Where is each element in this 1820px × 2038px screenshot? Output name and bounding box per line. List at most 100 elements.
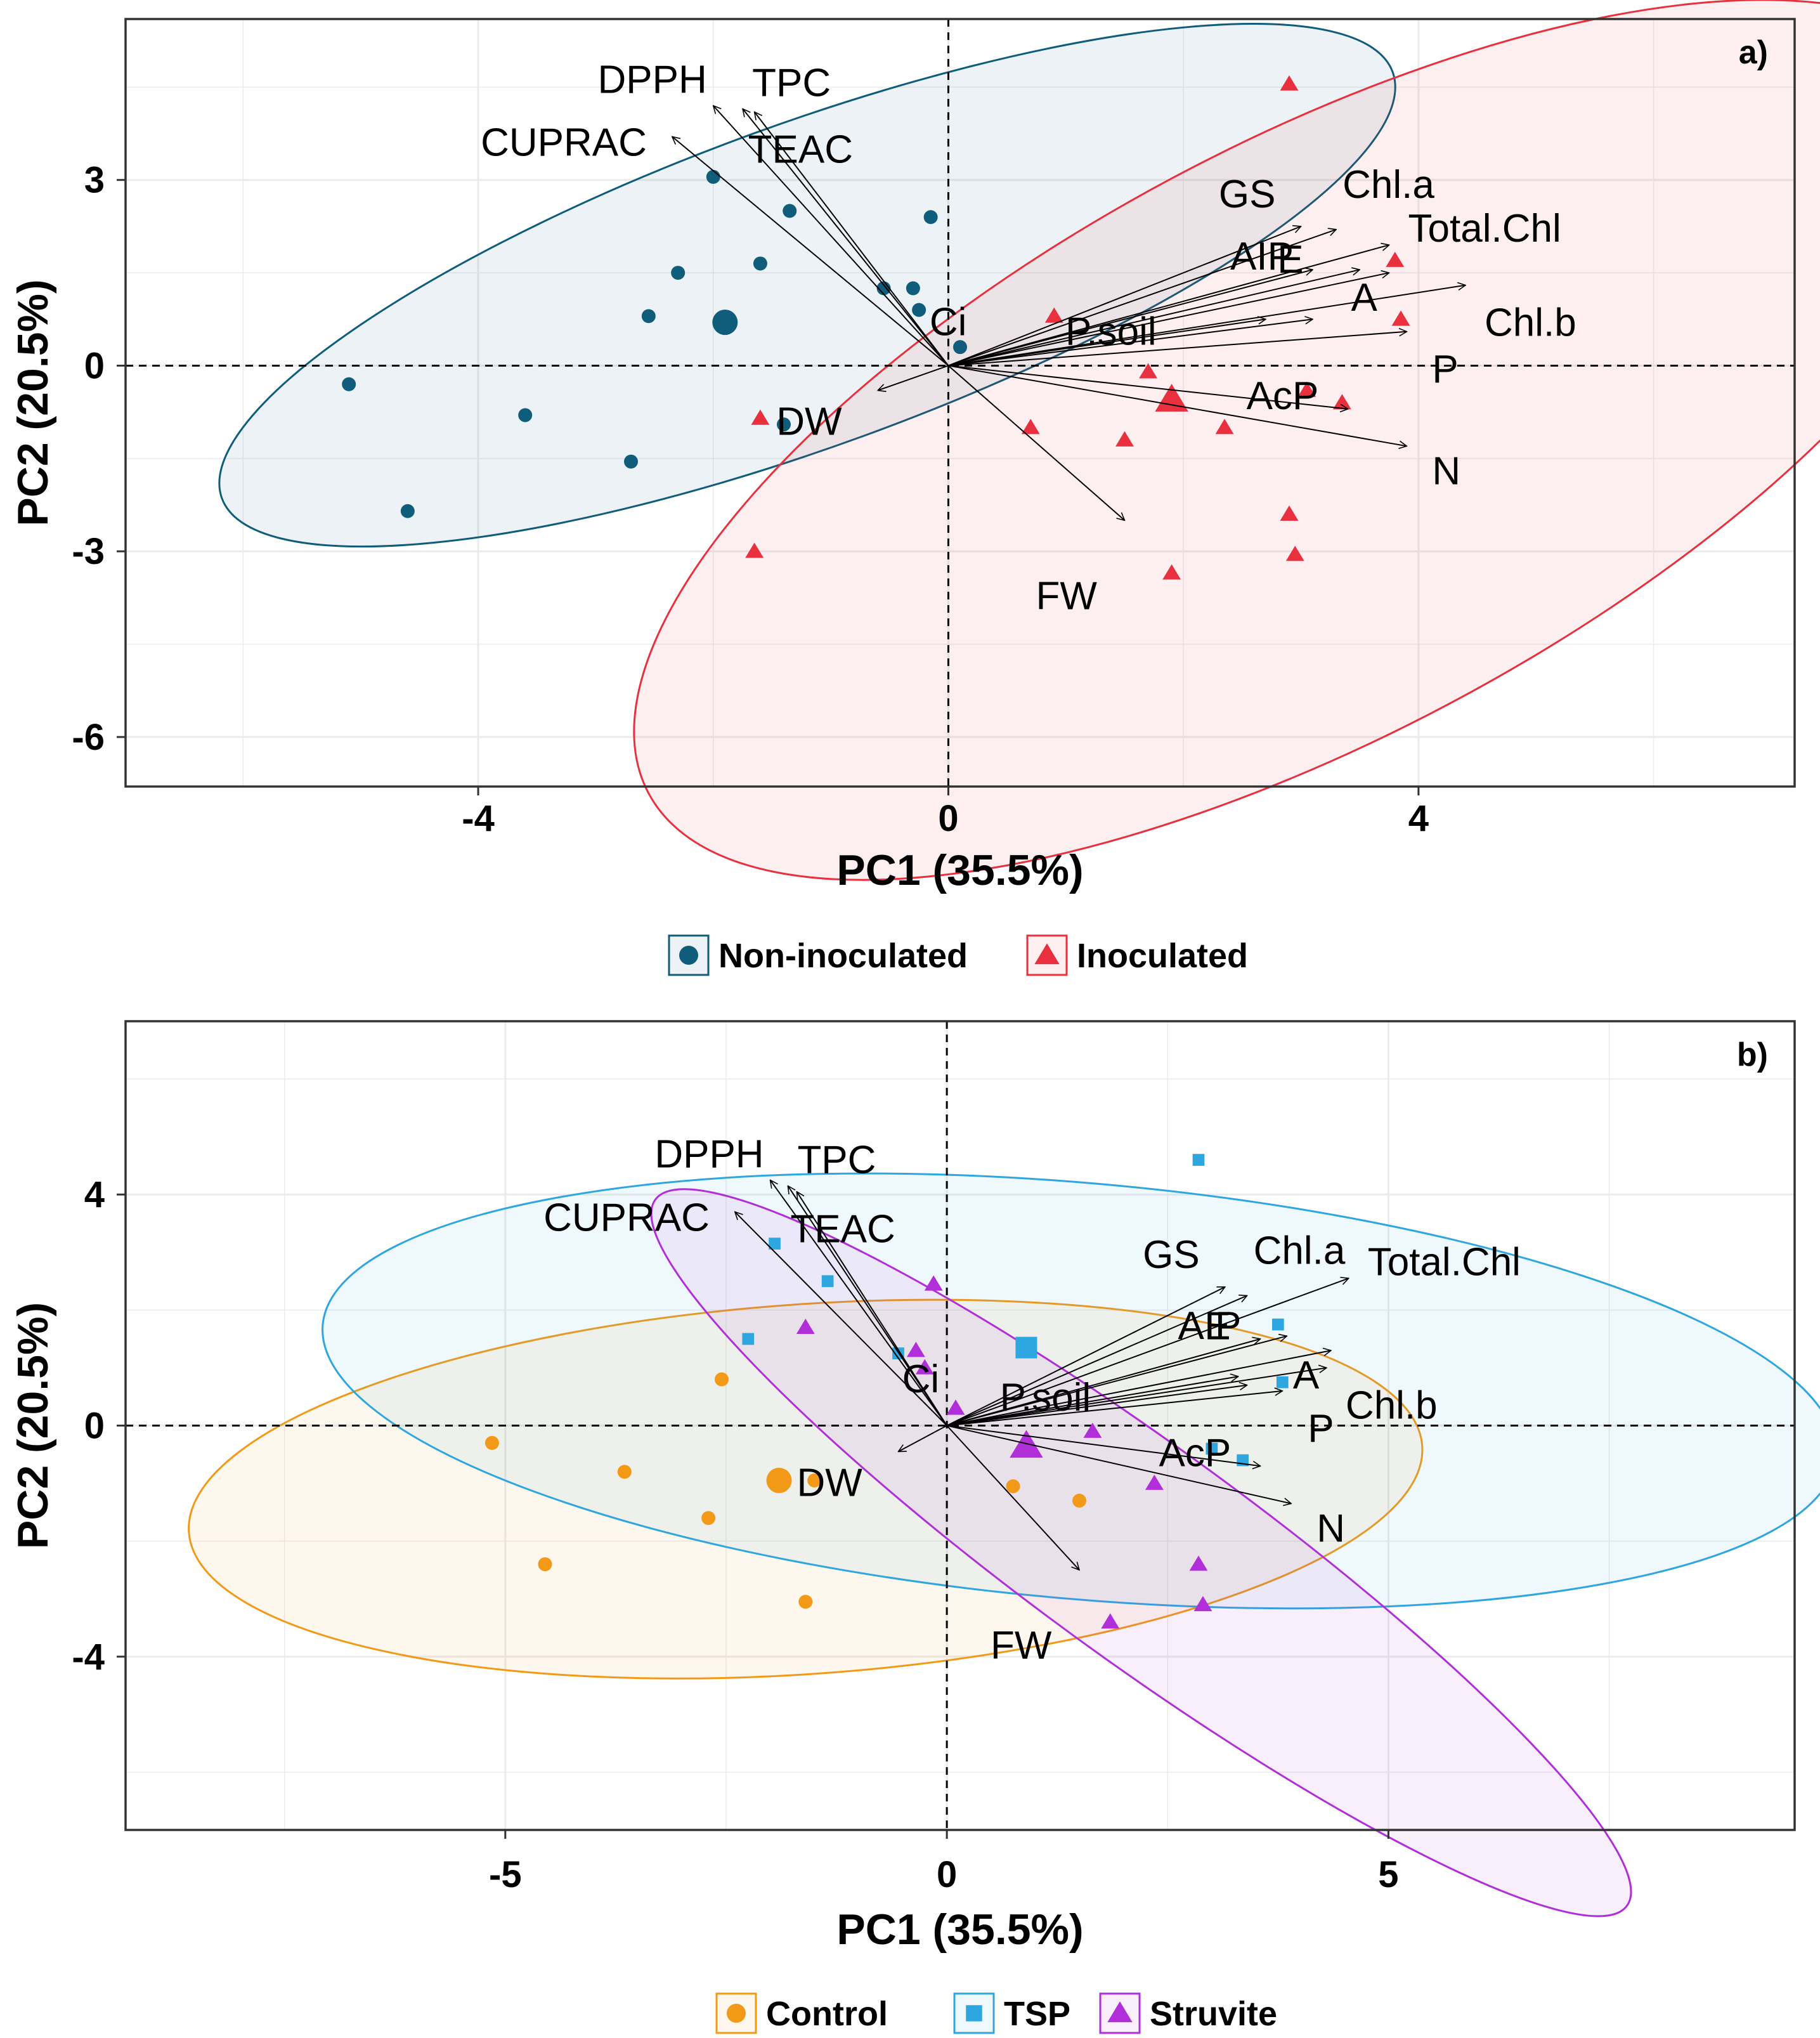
data-point [807, 1473, 822, 1488]
data-point [783, 204, 797, 218]
loading-label: FW [1036, 574, 1097, 618]
panel-label: b) [1737, 1036, 1768, 1073]
loading-label: Total.Chl [1368, 1240, 1521, 1284]
x-axis-title: PC1 (35.5%) [836, 1905, 1083, 1954]
group-centroid [1015, 1336, 1037, 1359]
loading-label: N [1316, 1506, 1345, 1550]
loading-arrow-gs [946, 1286, 1225, 1427]
y-axis-title: PC2 (20.5%) [9, 279, 57, 526]
data-point [1280, 505, 1299, 521]
x-axis-title: PC1 (35.5%) [836, 846, 1083, 894]
legend-key [668, 934, 710, 976]
legend-label: Struvite [1150, 1995, 1277, 2033]
group-centroid [712, 310, 738, 336]
loading-arrow-a [946, 1350, 1331, 1427]
data-point [798, 1595, 813, 1609]
loading-arrow-dw [899, 1425, 947, 1453]
data-point [946, 1399, 965, 1415]
loading-arrow-teac [796, 1192, 947, 1427]
loading-label: P.soil [1065, 310, 1157, 353]
loading-label: GS [1219, 173, 1276, 216]
data-point [906, 281, 920, 296]
loading-arrow-acp [948, 365, 1348, 408]
data-point [742, 1333, 755, 1345]
loading-label: E [1277, 238, 1303, 282]
x-tick-label: 5 [1378, 1854, 1398, 1895]
legend-marker [1034, 943, 1060, 965]
data-point [624, 454, 639, 469]
data-point [538, 1557, 552, 1572]
loading-arrow-aip [948, 270, 1313, 367]
data-point [1276, 1376, 1289, 1388]
y-tick-label: 3 [84, 160, 105, 201]
confidence-ellipse-inoculated [633, 0, 1820, 881]
confidence-ellipse-control [188, 1298, 1424, 1680]
data-point [1162, 564, 1181, 580]
y-tick-label: 0 [84, 1406, 105, 1447]
loading-arrow-dpph [713, 106, 949, 367]
data-point [342, 377, 356, 391]
data-point [1044, 307, 1063, 323]
legend-item-tsp: TSP [953, 1992, 1070, 2034]
loading-label: P [1432, 348, 1458, 391]
x-tick-label: -5 [489, 1854, 522, 1895]
loading-arrow-p-soil [948, 319, 1313, 367]
loading-label: DPPH [597, 58, 706, 102]
legend-key [715, 1992, 757, 2034]
loading-label: P.soil [1000, 1376, 1091, 1420]
legend-label: Control [766, 1995, 888, 2033]
loading-arrow-n [948, 365, 1407, 446]
loading-label: Chl.b [1346, 1383, 1438, 1427]
loading-label: DW [797, 1461, 863, 1505]
data-point [906, 1342, 925, 1357]
loading-label: DPPH [654, 1132, 764, 1176]
y-tick-label: -3 [72, 531, 105, 572]
loading-arrow-p [948, 332, 1407, 367]
loading-label: A [1293, 1354, 1320, 1397]
loading-arrow-total-chl [946, 1278, 1349, 1427]
loading-arrow-chl-b [946, 1368, 1327, 1427]
loading-arrow-dpph [770, 1180, 947, 1427]
data-point [1215, 419, 1234, 434]
data-point [1271, 1318, 1284, 1331]
loading-label: Total.Chl [1408, 207, 1561, 251]
data-point [641, 309, 656, 323]
loading-label: N [1432, 449, 1460, 493]
loading-label: A [1351, 276, 1378, 320]
y-tick-label: 4 [84, 1174, 105, 1215]
data-point [1297, 381, 1316, 397]
loading-arrow-a [948, 273, 1389, 367]
loading-arrow-ci [946, 1376, 1238, 1427]
y-axis-title: PC2 (20.5%) [9, 1302, 57, 1549]
data-point [745, 542, 764, 558]
loading-label: AcP [1159, 1431, 1231, 1475]
legend-label: Inoculated [1077, 937, 1248, 975]
data-point [1206, 1442, 1218, 1455]
loading-label: TPC [797, 1139, 876, 1182]
data-point [1386, 251, 1405, 267]
panel-label: a) [1739, 34, 1768, 71]
data-point [751, 409, 770, 425]
loading-arrow-teac [755, 112, 949, 367]
points-inoculated [745, 75, 1410, 580]
y-tick-label: -6 [72, 717, 105, 758]
loading-arrow-ci [948, 319, 1265, 367]
y-tick-label: 0 [84, 345, 105, 386]
data-point [701, 1511, 716, 1525]
loading-arrow-fw [947, 365, 1124, 520]
y-tick-label: -4 [72, 1636, 105, 1678]
legend-label: Non-inoculated [718, 937, 968, 975]
data-point [776, 417, 791, 432]
data-point [1280, 75, 1299, 91]
loading-arrow-acp [946, 1425, 1260, 1466]
data-point [400, 504, 415, 518]
data-point [796, 1318, 815, 1334]
data-point [1145, 1474, 1164, 1490]
loading-label: P [1308, 1407, 1334, 1451]
legend-marker [727, 2004, 746, 2023]
legend-label: TSP [1004, 1995, 1070, 2033]
loading-label: Chl.a [1254, 1229, 1346, 1273]
data-point [1115, 431, 1134, 447]
data-point [715, 1372, 729, 1387]
